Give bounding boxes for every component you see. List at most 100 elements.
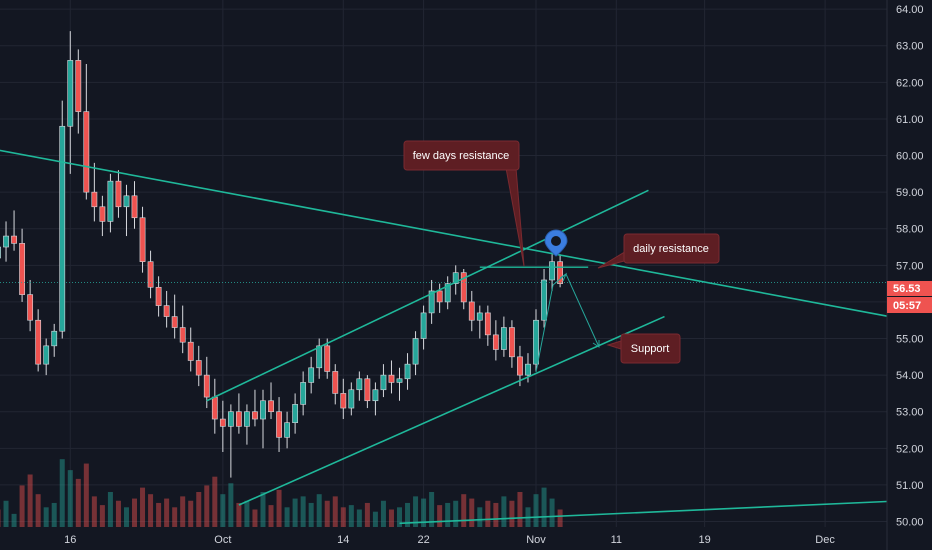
volume-bar	[517, 492, 523, 527]
volume-bar	[557, 509, 563, 527]
candle-body	[380, 374, 387, 391]
y-tick-label: 51.00	[896, 480, 924, 492]
volume-bars	[0, 459, 563, 527]
candle-body	[83, 111, 90, 193]
volume-bar	[260, 492, 266, 527]
candle-body	[308, 367, 315, 383]
volume-bar	[220, 494, 226, 527]
y-axis-panel	[887, 0, 932, 550]
y-tick-label: 52.00	[896, 443, 924, 455]
projection-arrows[interactable]	[535, 272, 600, 373]
candle-body	[525, 363, 531, 376]
trendline-descending-resistance[interactable]	[0, 149, 890, 318]
axes: 50.0051.0052.0053.0054.0055.0056.0057.00…	[64, 0, 932, 550]
x-tick-label: 19	[699, 534, 711, 546]
volume-bar	[75, 478, 81, 527]
callout-support[interactable]: Support	[606, 333, 681, 364]
volume-bar	[421, 498, 427, 527]
callout-daily-resistance[interactable]: daily resistance	[597, 233, 720, 269]
volume-bar	[196, 492, 202, 527]
x-tick-label: 14	[337, 534, 349, 546]
arrowhead-up	[559, 272, 568, 282]
x-tick-label: Dec	[815, 534, 835, 546]
candle-body	[187, 341, 194, 361]
candle-body	[388, 374, 395, 383]
volume-bar	[83, 463, 89, 527]
candle-body	[51, 330, 58, 347]
callout-label: few days resistance	[413, 150, 510, 162]
volume-bar	[356, 509, 362, 527]
volume-bar	[348, 505, 354, 527]
trendlines[interactable]	[0, 149, 890, 525]
candle-body	[460, 272, 467, 303]
candle-body	[27, 294, 34, 321]
candle-body	[147, 261, 154, 288]
candle-body	[123, 195, 130, 208]
volume-bar	[397, 507, 402, 527]
candle-body	[252, 411, 258, 420]
candle-body	[292, 404, 299, 423]
y-tick-label: 62.00	[896, 77, 924, 89]
candle-body	[227, 411, 234, 427]
candle-body	[412, 338, 419, 365]
candle-body	[300, 382, 307, 405]
last-price-badge: 56.53 05:57	[887, 281, 932, 313]
y-tick-label: 64.00	[896, 4, 924, 16]
volume-bar	[228, 483, 234, 527]
candle-body	[99, 206, 106, 222]
volume-bar	[148, 494, 154, 527]
volume-bar	[332, 496, 338, 527]
candle-body	[107, 180, 114, 222]
volume-bar	[156, 502, 162, 527]
candle-body	[115, 180, 122, 208]
candle-body	[316, 345, 323, 369]
candle-body	[211, 396, 218, 420]
candle-body	[484, 312, 491, 336]
candle-body	[268, 400, 274, 413]
y-axis-ticks: 50.0051.0052.0053.0054.0055.0056.0057.00…	[896, 4, 924, 528]
candle-body	[533, 319, 539, 365]
callout-box	[403, 140, 520, 171]
callout-box	[620, 333, 681, 364]
candle-body	[43, 345, 50, 365]
callout-few-days-resistance[interactable]: few days resistance	[403, 140, 525, 267]
trendline-channel-lower[interactable]	[238, 315, 665, 506]
volume-bar	[308, 502, 314, 527]
volume-bar	[164, 498, 170, 527]
trendline-volume-trend[interactable]	[399, 500, 890, 525]
volume-bar	[59, 459, 65, 527]
annotations[interactable]: few days resistance daily resistance Sup…	[403, 140, 720, 373]
volume-bar	[469, 498, 475, 527]
volume-bar	[380, 500, 386, 527]
x-axis-ticks: 16 Oct 14 22 Nov 11 19 Dec	[64, 534, 835, 546]
candle-body	[332, 371, 339, 394]
candle-body	[260, 400, 266, 420]
trendline-channel-upper[interactable]	[206, 189, 649, 402]
volume-bar	[107, 492, 113, 527]
x-tick-label: Oct	[214, 534, 231, 546]
location-marker-icon[interactable]	[544, 229, 568, 257]
candle-body	[171, 316, 178, 328]
candle-body	[404, 363, 411, 380]
callout-label: daily resistance	[633, 243, 709, 255]
volume-bar	[292, 498, 298, 527]
candle-body	[476, 312, 483, 321]
callout-box	[623, 233, 720, 264]
candle-body	[364, 378, 371, 402]
volume-bar	[140, 487, 146, 527]
volume-bar	[99, 505, 105, 527]
candle-body	[549, 261, 555, 281]
y-tick-label: 59.00	[896, 187, 924, 199]
volume-bar	[67, 470, 73, 527]
candle-body	[35, 319, 42, 365]
candle-body	[396, 378, 403, 383]
x-tick-label: 16	[64, 534, 76, 546]
volume-bar	[204, 485, 210, 527]
volume-bar	[372, 511, 378, 527]
candle-body	[492, 334, 499, 350]
volume-bar	[324, 500, 330, 527]
candle-body	[163, 305, 170, 317]
countdown-badge	[887, 297, 932, 313]
